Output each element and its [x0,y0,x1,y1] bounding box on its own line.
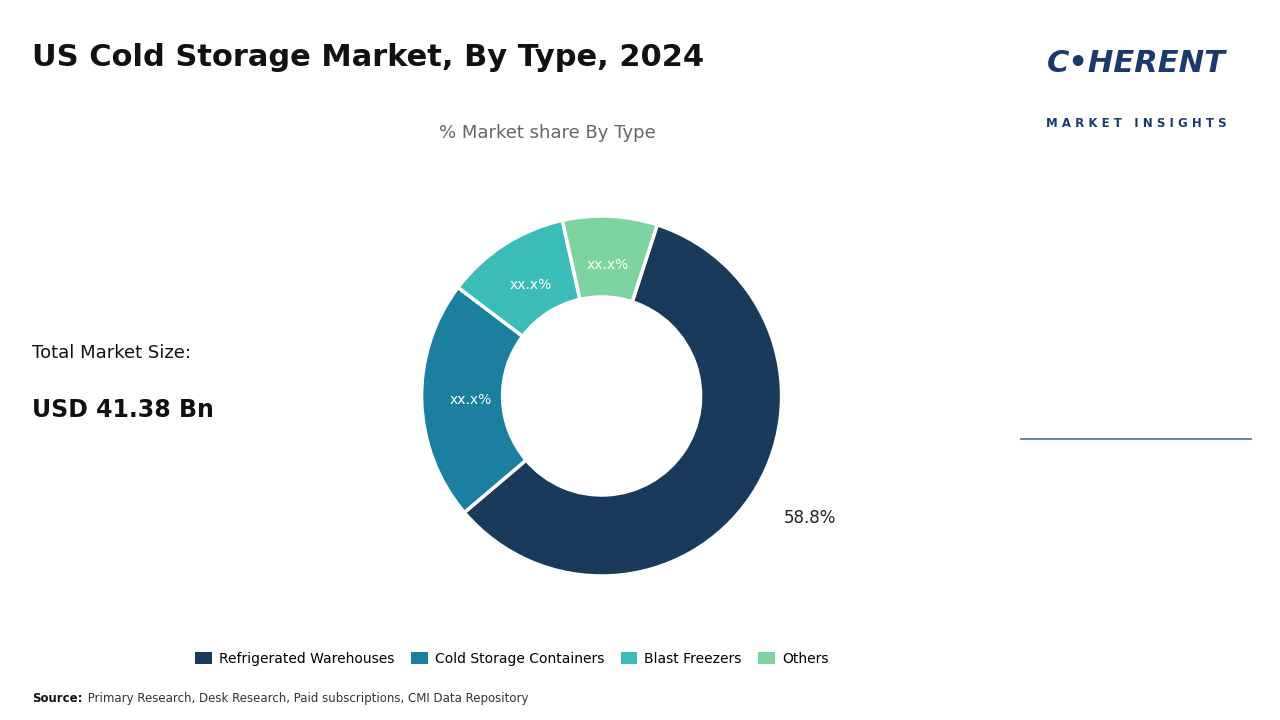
Text: xx.x%: xx.x% [509,279,552,292]
Text: US Cold Storage Market, By Type, 2024: US Cold Storage Market, By Type, 2024 [32,43,704,73]
Wedge shape [421,287,526,513]
Wedge shape [562,216,657,302]
Wedge shape [465,225,782,576]
Text: xx.x%: xx.x% [586,258,628,271]
Text: M A R K E T   I N S I G H T S: M A R K E T I N S I G H T S [1046,117,1226,130]
Text: 58.8%: 58.8% [783,509,836,527]
Legend: Refrigerated Warehouses, Cold Storage Containers, Blast Freezers, Others: Refrigerated Warehouses, Cold Storage Co… [189,647,835,671]
Text: Refrigerated Warehouses: Refrigerated Warehouses [1029,286,1249,301]
Text: 58.8%: 58.8% [1029,199,1212,252]
Text: USD 41.38 Bn: USD 41.38 Bn [32,398,214,422]
Text: Total Market Size:: Total Market Size: [32,344,191,362]
Wedge shape [458,220,580,336]
Text: C•HERENT: C•HERENT [1047,49,1225,78]
Text: Primary Research, Desk Research, Paid subscriptions, CMI Data Repository: Primary Research, Desk Research, Paid su… [84,692,529,705]
Text: Revenue Share, 2024: Revenue Share, 2024 [1029,382,1178,396]
Text: Storage Market: Storage Market [1029,580,1280,613]
Text: % Market share By Type: % Market share By Type [439,124,655,143]
Text: xx.x%: xx.x% [449,392,492,407]
Text: Source:: Source: [32,692,82,705]
Text: Type - Estimated Market: Type - Estimated Market [1029,337,1198,351]
Text: US Cold: US Cold [1029,501,1170,535]
